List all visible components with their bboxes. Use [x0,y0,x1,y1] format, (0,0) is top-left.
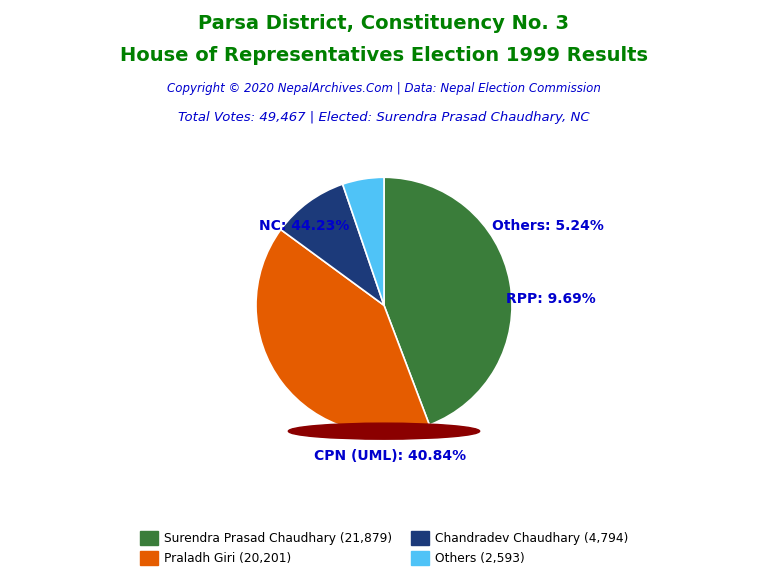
Text: CPN (UML): 40.84%: CPN (UML): 40.84% [314,449,466,463]
Wedge shape [281,184,384,305]
Text: Total Votes: 49,467 | Elected: Surendra Prasad Chaudhary, NC: Total Votes: 49,467 | Elected: Surendra … [178,111,590,124]
Text: Parsa District, Constituency No. 3: Parsa District, Constituency No. 3 [198,14,570,33]
Text: Others: 5.24%: Others: 5.24% [492,219,604,233]
Text: Copyright © 2020 NepalArchives.Com | Data: Nepal Election Commission: Copyright © 2020 NepalArchives.Com | Dat… [167,82,601,95]
Ellipse shape [288,423,480,439]
Text: RPP: 9.69%: RPP: 9.69% [505,292,595,306]
Text: NC: 44.23%: NC: 44.23% [260,219,350,233]
Wedge shape [256,230,429,433]
Legend: Surendra Prasad Chaudhary (21,879), Praladh Giri (20,201), Chandradev Chaudhary : Surendra Prasad Chaudhary (21,879), Pral… [134,526,634,570]
Wedge shape [384,177,512,425]
Text: House of Representatives Election 1999 Results: House of Representatives Election 1999 R… [120,46,648,65]
Wedge shape [343,177,384,305]
